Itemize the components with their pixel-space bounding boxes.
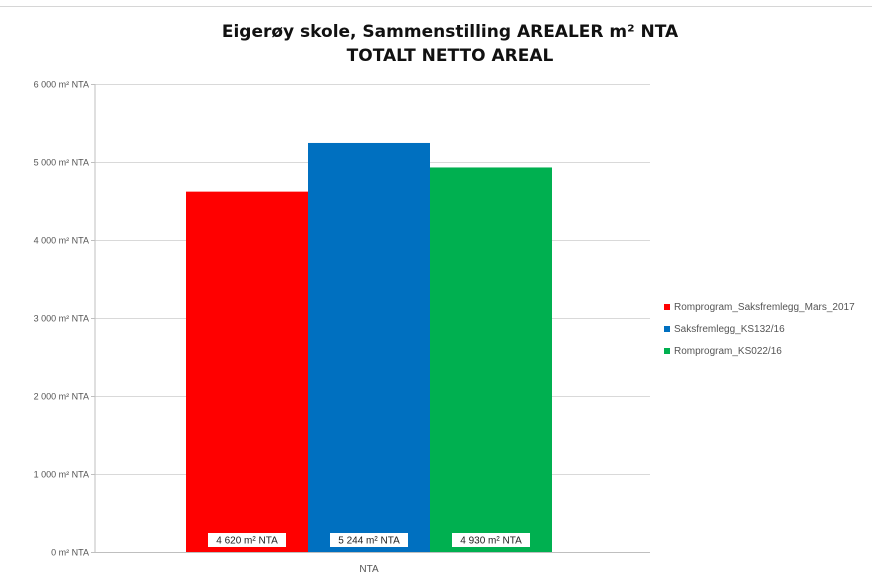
bars: 4 620 m² NTA 5 244 m² NTA 4 930 m² NTA xyxy=(186,142,552,552)
legend-item: Romprogram_KS022/16 xyxy=(664,340,855,362)
x-category-label: NTA xyxy=(359,564,379,575)
data-label: 5 244 m² NTA xyxy=(338,536,400,547)
data-label-box xyxy=(330,533,408,547)
x-axis: NTA xyxy=(359,564,379,575)
data-label: 4 620 m² NTA xyxy=(216,536,278,547)
legend-label: Saksfremlegg_KS132/16 xyxy=(674,323,785,335)
y-tick-label: 2 000 m² NTA xyxy=(34,392,89,402)
legend-item: Romprogram_Saksfremlegg_Mars_2017 xyxy=(664,296,855,318)
chart-subtitle: TOTALT NETTO AREAL xyxy=(346,46,554,66)
data-label: 4 930 m² NTA xyxy=(460,536,522,547)
y-tick-label: 0 m² NTA xyxy=(51,548,89,558)
chart-title: Eigerøy skole, Sammenstilling AREALER m²… xyxy=(221,22,679,42)
y-tick-label: 4 000 m² NTA xyxy=(34,236,89,246)
legend-swatch xyxy=(664,304,670,310)
bar xyxy=(308,142,430,552)
legend-swatch xyxy=(664,348,670,354)
y-tick-label: 3 000 m² NTA xyxy=(34,314,89,324)
bar xyxy=(430,167,552,552)
legend: Romprogram_Saksfremlegg_Mars_2017 Saksfre… xyxy=(664,296,855,362)
bar xyxy=(186,191,308,552)
legend-label: Romprogram_Saksfremlegg_Mars_2017 xyxy=(674,301,855,313)
data-label-box xyxy=(208,533,286,547)
y-tick-label: 5 000 m² NTA xyxy=(34,158,89,168)
y-tick-label: 1 000 m² NTA xyxy=(34,470,89,480)
y-tick-label: 6 000 m² NTA xyxy=(34,80,89,90)
top-border xyxy=(0,6,872,7)
data-label-box xyxy=(452,533,530,547)
legend-swatch xyxy=(664,326,670,332)
y-axis: 0 m² NTA 1 000 m² NTA 2 000 m² NTA 3 000 m²… xyxy=(34,80,96,558)
legend-label: Romprogram_KS022/16 xyxy=(674,345,782,357)
legend-item: Saksfremlegg_KS132/16 xyxy=(664,318,855,340)
